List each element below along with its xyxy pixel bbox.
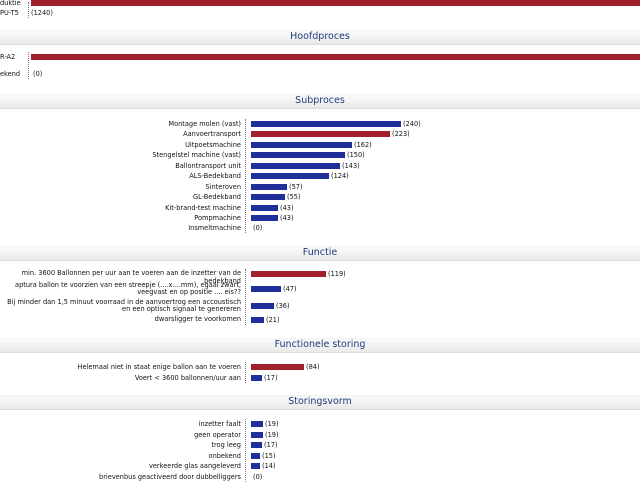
functionele-storing-value-label: (17) (264, 374, 278, 382)
functie-separator (245, 269, 246, 325)
section-band-storingsvorm (0, 395, 640, 410)
storingsvorm-category-label: trog leeg (211, 441, 241, 449)
subproces-value-label: (223) (392, 130, 410, 138)
storingsvorm-value-label: (0) (253, 473, 263, 481)
subproces-value-label: (55) (287, 193, 301, 201)
functionele-storing-bar (251, 375, 262, 381)
functionele-storing-separator (245, 362, 246, 383)
subproces-bar (251, 215, 278, 221)
subproces-value-label: (0) (253, 224, 263, 232)
functie-bar (251, 317, 264, 323)
top-label-2: PU-T5 (0, 9, 19, 17)
subproces-bar (251, 163, 340, 169)
top-value: (1240) (31, 9, 53, 17)
functie-value-label: (21) (266, 316, 280, 324)
subproces-bar (251, 142, 352, 148)
functie-bar (251, 303, 274, 309)
top-red-bar (31, 0, 640, 6)
subproces-category-label: ALS-Bedekband (189, 172, 241, 180)
subproces-bar (251, 173, 329, 179)
storingsvorm-value-label: (17) (264, 441, 278, 449)
section-title-functionele-storing: Functionele storing (274, 339, 366, 350)
section-band-subproces (0, 94, 640, 109)
storingsvorm-category-label: inzetter faalt (198, 420, 241, 428)
hoofdproces-value-label: (0) (33, 70, 43, 78)
storingsvorm-category-label: onbekend (208, 452, 241, 460)
subproces-category-label: GL-Bedekband (192, 193, 241, 201)
storingsvorm-category-label: brievenbus geactiveerd door dubbelligger… (99, 473, 241, 481)
subproces-category-label: Ballontransport unit (175, 162, 241, 170)
functie-bar (251, 271, 326, 277)
subproces-bar (251, 152, 345, 158)
functionele-storing-category-label: Helemaal niet in staat enige ballon aan … (77, 363, 241, 371)
section-band-hoofdproces (0, 30, 640, 45)
section-title-hoofdproces: Hoofdproces (290, 31, 350, 42)
hoofdproces-bar (31, 54, 640, 60)
functie-category-label: min. 3600 Ballonnen per uur aan te voere… (21, 269, 241, 285)
subproces-value-label: (162) (354, 141, 372, 149)
functie-value-label: (36) (276, 302, 290, 310)
storingsvorm-value-label: (15) (262, 452, 276, 460)
storingsvorm-value-label: (19) (265, 420, 279, 428)
subproces-bar (251, 194, 285, 200)
subproces-category-label: Kit-brand-test machine (165, 204, 241, 212)
subproces-bar (251, 205, 278, 211)
functie-value-label: (119) (328, 270, 346, 278)
subproces-category-label: Sinteroven (205, 183, 241, 191)
hoofdproces-separator (28, 52, 29, 79)
subproces-category-label: Montage molen (vast) (168, 120, 241, 128)
section-title-storingsvorm: Storingsvorm (288, 396, 352, 407)
storingsvorm-category-label: verkeerde glas aangeleverd (148, 462, 241, 470)
subproces-value-label: (43) (280, 204, 294, 212)
subproces-value-label: (150) (347, 151, 365, 159)
subproces-bar (251, 121, 401, 127)
functie-value-label: (47) (283, 285, 297, 293)
subproces-category-label: Insmeltmachine (188, 224, 241, 232)
functionele-storing-value-label: (84) (306, 363, 320, 371)
section-band-functionele-storing (0, 338, 640, 353)
storingsvorm-bar (251, 421, 263, 427)
hoofdproces-category-label: ekend (0, 70, 21, 78)
section-band-functie (0, 246, 640, 261)
subproces-value-label: (143) (342, 162, 360, 170)
subproces-value-label: (240) (403, 120, 421, 128)
storingsvorm-bar (251, 442, 262, 448)
storingsvorm-bar (251, 463, 260, 469)
storingsvorm-category-label: geen operator (194, 431, 241, 439)
subproces-value-label: (124) (331, 172, 349, 180)
functionele-storing-bar (251, 364, 304, 370)
functie-category-label: dwarsligger te voorkomen (154, 315, 241, 323)
section-title-subproces: Subproces (295, 95, 345, 106)
hoofdproces-category-label: R-A2 (0, 53, 16, 61)
subproces-value-label: (57) (289, 183, 303, 191)
storingsvorm-bar (251, 453, 260, 459)
subproces-bar (251, 184, 287, 190)
storingsvorm-bar (251, 432, 263, 438)
storingsvorm-value-label: (14) (262, 462, 276, 470)
subproces-value-label: (43) (280, 214, 294, 222)
functie-category-label: aptura ballon te voorzien van een streep… (15, 280, 241, 296)
subproces-category-label: Stengelstel machine (vast) (152, 151, 241, 159)
storingsvorm-value-label: (19) (265, 431, 279, 439)
storingsvorm-separator (245, 419, 246, 482)
section-title-functie: Functie (302, 247, 338, 258)
functie-category-label: Bij minder dan 1,5 minuut voorraad in de… (7, 297, 241, 313)
functie-bar (251, 286, 281, 292)
subproces-category-label: Uitpoetsmachine (185, 141, 241, 149)
top-separator (28, 2, 29, 18)
subproces-category-label: Aanvoertransport (183, 130, 241, 138)
subproces-bar (251, 131, 390, 137)
top-label-1: duktie (0, 0, 21, 7)
functionele-storing-category-label: Voert < 3600 ballonnen/uur aan (134, 374, 241, 382)
subproces-category-label: Pompmachine (194, 214, 241, 222)
subproces-separator (245, 119, 246, 233)
